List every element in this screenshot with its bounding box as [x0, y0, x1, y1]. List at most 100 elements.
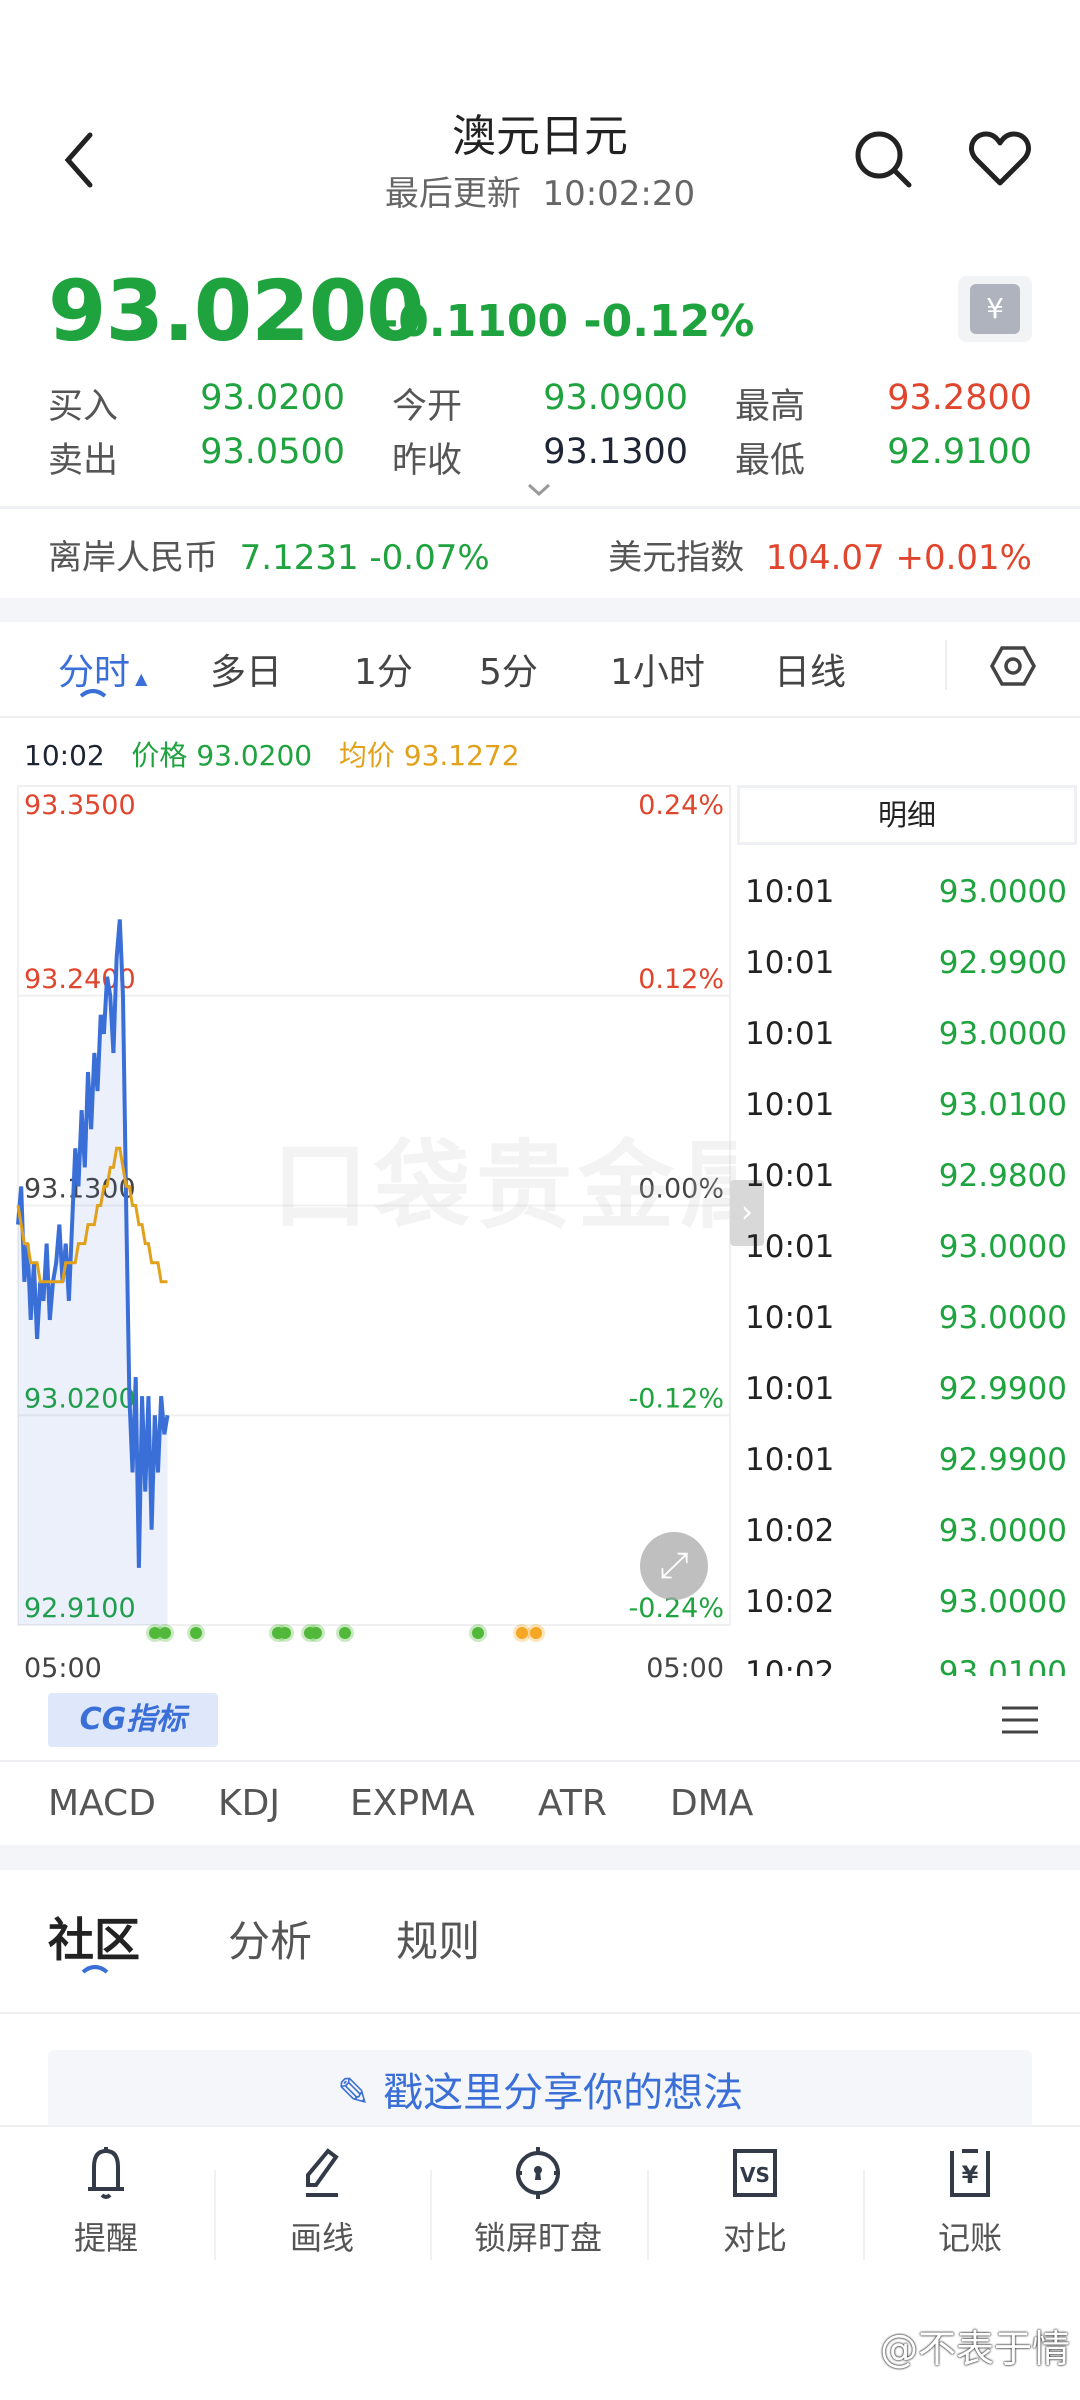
cnh-quote[interactable]: 离岸人民币 7.1231 -0.07% [48, 530, 490, 579]
info-avg-label: 均价 [338, 739, 395, 772]
event-marker [472, 1627, 484, 1639]
fullscreen-button[interactable]: ⤢ [640, 1532, 708, 1600]
svg-text:VS: VS [740, 2163, 770, 2187]
detail-price: 93.0100 [938, 1655, 1067, 1676]
change-percent: -0.12% [583, 296, 755, 347]
expand-chevron-icon[interactable] [526, 482, 552, 498]
event-marker [310, 1627, 322, 1639]
tab-period[interactable]: 分时 ▲ [58, 652, 148, 693]
detail-time: 10:02 [745, 1655, 835, 1676]
section-gap [0, 598, 1080, 622]
detail-time: 10:01 [745, 1442, 835, 1478]
community-tab[interactable]: 社区 [48, 1913, 140, 1967]
field-label: 昨收 [392, 441, 463, 481]
average-line [16, 1146, 168, 1284]
dxy-label: 美元指数 [608, 538, 745, 578]
divider [214, 2170, 216, 2260]
nav-item[interactable]: VS 对比 [675, 2145, 835, 2259]
detail-time: 10:01 [745, 1229, 835, 1265]
cnh-label: 离岸人民币 [48, 538, 218, 578]
detail-time: 10:01 [745, 945, 835, 981]
y-tick-label-right: 0.12% [638, 964, 724, 995]
quote-field: 卖出 93.0500 [48, 432, 345, 481]
tab-active-indicator [79, 689, 107, 698]
info-avg: 93.1272 [403, 739, 520, 772]
search-icon[interactable] [852, 128, 914, 190]
field-value: 93.0900 [543, 378, 688, 418]
indicator-tab[interactable]: DMA [670, 1783, 754, 1824]
last-update: 最后更新 10:02:20 [0, 166, 1080, 215]
watermark-logo: 口袋贵金属 [272, 1130, 736, 1242]
dxy-quote[interactable]: 美元指数 104.07 +0.01% [608, 530, 1032, 579]
tab-period[interactable]: 日线 [774, 652, 847, 693]
detail-price: 93.0000 [938, 1513, 1067, 1549]
page-title: 澳元日元 [452, 111, 628, 162]
update-time: 10:02:20 [542, 174, 696, 214]
back-button[interactable] [60, 130, 100, 190]
x-tick-label: 05:00 [24, 1653, 102, 1684]
current-price: 93.0200 [48, 262, 425, 360]
y-tick-label-right: -0.12% [628, 1383, 724, 1414]
nav-item[interactable]: 画线 [242, 2145, 402, 2259]
lock-target-icon [516, 2147, 560, 2199]
tab-period[interactable]: 5分 [479, 652, 538, 693]
corner-watermark: @不表于情 [879, 2327, 1070, 2371]
quote-field: 今开 93.0900 [392, 378, 688, 427]
svg-text:¥: ¥ [962, 2161, 979, 2189]
field-value: 93.0500 [200, 432, 345, 472]
field-value: 93.2800 [887, 378, 1032, 418]
detail-row: 10:01 93.0000 [737, 1282, 1067, 1353]
tab-period[interactable]: 1小时 [610, 652, 705, 693]
indicator-tab[interactable]: ATR [538, 1783, 607, 1824]
y-tick-label-right: 0.24% [638, 790, 724, 821]
divider [0, 1760, 1080, 1762]
detail-row: 10:02 93.0000 [737, 1566, 1067, 1637]
currency-convert-button[interactable]: ¥ [958, 276, 1032, 342]
nav-item[interactable]: ¥ 记账 [890, 2145, 1050, 2259]
nav-label: 对比 [722, 2219, 787, 2257]
field-label: 最高 [735, 387, 806, 427]
info-time: 10:02 [24, 739, 105, 772]
y-tick-label: 93.0200 [24, 1383, 136, 1414]
nav-item[interactable]: 锁屏盯盘 [458, 2145, 618, 2259]
y-tick-label: 92.9100 [24, 1593, 136, 1624]
detail-row: 10:02 93.0100 [737, 1637, 1067, 1676]
nav-label: 提醒 [73, 2219, 138, 2257]
detail-row: 10:01 93.0000 [737, 856, 1067, 927]
field-label: 买入 [48, 387, 119, 427]
field-value: 93.0200 [200, 378, 345, 418]
community-tab[interactable]: 分析 [228, 1917, 313, 1966]
detail-row: 10:01 93.0100 [737, 1069, 1067, 1140]
field-label: 最低 [735, 441, 806, 481]
event-marker [159, 1627, 171, 1639]
section-gap [0, 1845, 1080, 1870]
divider [945, 640, 947, 690]
share-input[interactable]: ✎ 戳这里分享你的想法 [48, 2050, 1032, 2130]
heart-icon[interactable] [968, 130, 1032, 188]
tab-active-indicator [81, 1965, 109, 1974]
divider [0, 2012, 1080, 2014]
nav-item[interactable]: 提醒 [26, 2145, 186, 2259]
dxy-value: 104.07 +0.01% [765, 538, 1032, 578]
chart-settings-icon[interactable] [990, 643, 1036, 689]
detail-row: 10:01 93.0000 [737, 1211, 1067, 1282]
detail-time: 10:01 [745, 1300, 835, 1336]
detail-row: 10:01 92.9900 [737, 1424, 1067, 1495]
menu-icon[interactable] [1002, 1705, 1038, 1735]
pen-icon [306, 2148, 339, 2197]
detail-row: 10:02 93.0000 [737, 1495, 1067, 1566]
indicator-tab[interactable]: EXPMA [350, 1783, 475, 1824]
cg-indicator-button[interactable]: CG指标 [48, 1693, 218, 1747]
tab-period[interactable]: 1分 [354, 652, 413, 693]
indicator-tab[interactable]: MACD [48, 1783, 156, 1824]
convert-icon: ¥ [970, 284, 1020, 334]
detail-time: 10:01 [745, 1087, 835, 1123]
detail-time: 10:01 [745, 1371, 835, 1407]
tab-period[interactable]: 多日 [210, 652, 283, 693]
detail-time: 10:02 [745, 1584, 835, 1620]
indicator-tab[interactable]: KDJ [218, 1783, 280, 1824]
expand-detail-handle[interactable]: › [730, 1180, 764, 1246]
event-marker [516, 1627, 528, 1639]
detail-price: 92.9800 [938, 1158, 1067, 1194]
community-tab[interactable]: 规则 [396, 1917, 481, 1966]
